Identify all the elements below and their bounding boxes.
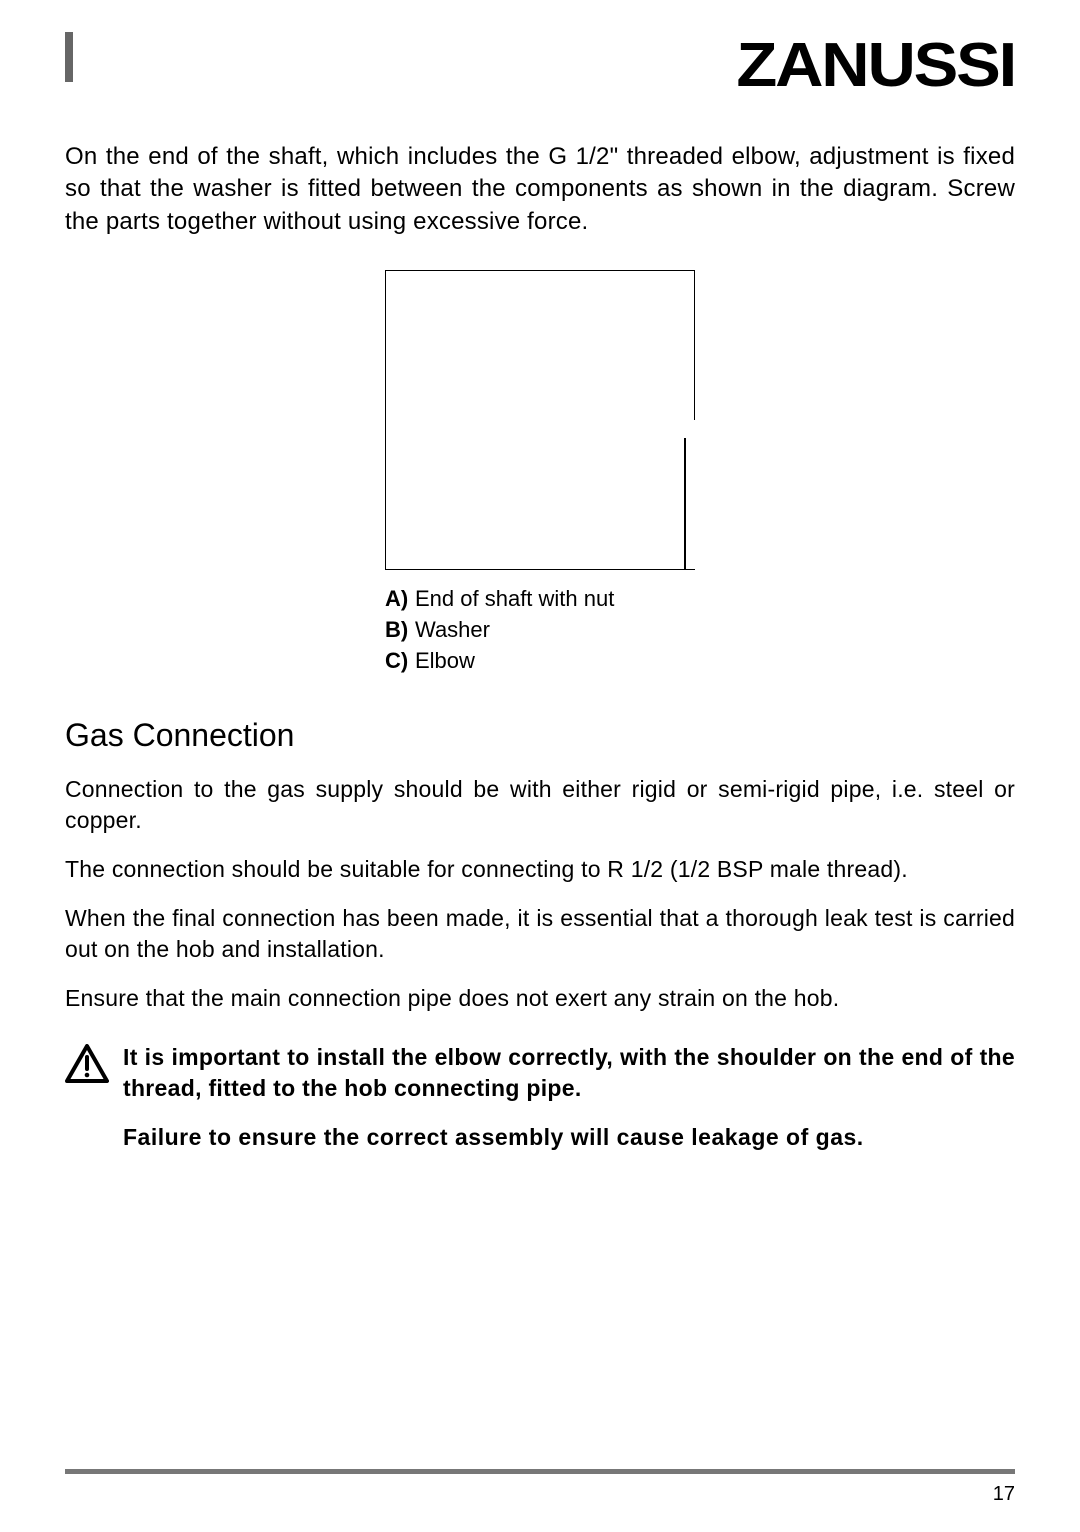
page-number: 17: [993, 1483, 1015, 1506]
intro-paragraph: On the end of the shaft, which includes …: [65, 141, 1015, 238]
legend-label-c: Elbow: [415, 646, 475, 677]
warning-block: It is important to install the elbow cor…: [65, 1042, 1015, 1104]
legend-label-b: Washer: [415, 615, 490, 646]
legend-label-a: End of shaft with nut: [415, 584, 614, 615]
paragraph-3: When the final connection has been made,…: [65, 903, 1015, 965]
diagram-placeholder: [385, 270, 695, 570]
diagram-legend: A) End of shaft with nut B) Washer C) El…: [385, 584, 695, 676]
warning-icon: [65, 1044, 109, 1084]
page-marker: [65, 32, 73, 82]
paragraph-2: The connection should be suitable for co…: [65, 854, 1015, 885]
brand-logo: ZANUSSI: [736, 30, 1015, 101]
warning-text-1: It is important to install the elbow cor…: [123, 1042, 1015, 1104]
legend-key-c: C): [385, 646, 415, 677]
legend-row-b: B) Washer: [385, 615, 695, 646]
warning-text-2: Failure to ensure the correct assembly w…: [123, 1122, 1015, 1153]
section-heading-gas-connection: Gas Connection: [65, 717, 1015, 754]
paragraph-4: Ensure that the main connection pipe doe…: [65, 983, 1015, 1014]
header-row: ZANUSSI: [65, 30, 1015, 101]
legend-key-a: A): [385, 584, 415, 615]
diagram-wrapper: A) End of shaft with nut B) Washer C) El…: [65, 270, 1015, 676]
footer-rule: [65, 1469, 1015, 1474]
legend-row-a: A) End of shaft with nut: [385, 584, 695, 615]
legend-row-c: C) Elbow: [385, 646, 695, 677]
paragraph-1: Connection to the gas supply should be w…: [65, 774, 1015, 836]
legend-key-b: B): [385, 615, 415, 646]
